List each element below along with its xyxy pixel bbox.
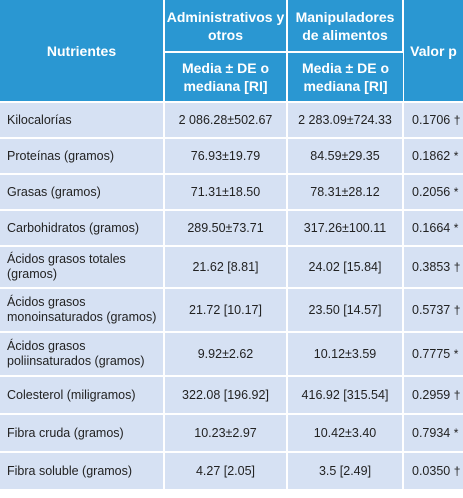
row-nutrient-name: Ácidos grasos poliinsaturados (gramos) (0, 332, 165, 377)
row-value-administrativos: 2 086.28±502.67 (164, 102, 288, 139)
row-value-manipuladores: 78.31±28.12 (287, 174, 404, 211)
header-group-manipuladores: Manipuladores de alimentos (287, 0, 404, 53)
row-p-value-cell: 0.2959 † (403, 376, 463, 415)
table-row: Kilocalorías 2 086.28±502.67 2 283.09±72… (0, 102, 463, 139)
table-row: Carbohidratos (gramos) 289.50±73.71 317.… (0, 210, 463, 247)
row-p-value: 0.3853 (412, 259, 451, 274)
row-value-manipuladores: 10.12±3.59 (287, 332, 404, 377)
row-p-value: 0.2959 (412, 387, 451, 402)
row-nutrient-name: Ácidos grasos totales (gramos) (0, 246, 165, 289)
row-p-value-cell: 0.5737 † (403, 288, 463, 333)
row-p-value: 0.5737 (412, 302, 451, 317)
row-value-administrativos: 4.27 [2.05] (164, 452, 288, 491)
row-value-administrativos: 21.72 [10.17] (164, 288, 288, 333)
row-nutrient-name: Ácidos grasos monoinsaturados (gramos) (0, 288, 165, 333)
table-row: Ácidos grasos totales (gramos) 21.62 [8.… (0, 246, 463, 289)
row-value-manipuladores: 24.02 [15.84] (287, 246, 404, 289)
row-p-mark: † (453, 302, 461, 317)
row-value-administrativos: 9.92±2.62 (164, 332, 288, 377)
row-p-value-cell: 0.7934 * (403, 414, 463, 453)
row-p-mark: * (453, 220, 459, 235)
row-value-administrativos: 289.50±73.71 (164, 210, 288, 247)
row-value-administrativos: 76.93±19.79 (164, 138, 288, 175)
row-p-value-cell: 0.1862 * (403, 138, 463, 175)
header-stat-administrativos: Media ± DE o mediana [RI] (164, 52, 288, 103)
row-p-value-cell: 0.1664 * (403, 210, 463, 247)
row-nutrient-name: Fibra soluble (gramos) (0, 452, 165, 491)
row-value-manipuladores: 317.26±100.11 (287, 210, 404, 247)
row-p-value-cell: 0.1706 † (403, 102, 463, 139)
row-p-mark: * (453, 425, 459, 440)
row-p-mark: † (453, 259, 461, 274)
row-p-value-cell: 0.0350 † (403, 452, 463, 491)
header-p-value: Valor p (403, 0, 463, 103)
row-p-value-cell: 0.2056 * (403, 174, 463, 211)
row-p-mark: † (453, 463, 461, 478)
table-row: Grasas (gramos) 71.31±18.50 78.31±28.12 … (0, 174, 463, 211)
row-value-manipuladores: 2 283.09±724.33 (287, 102, 404, 139)
row-p-mark: * (453, 148, 459, 163)
row-nutrient-name: Colesterol (miligramos) (0, 376, 165, 415)
header-group-administrativos: Administrativos y otros (164, 0, 288, 53)
row-nutrient-name: Fibra cruda (gramos) (0, 414, 165, 453)
row-value-manipuladores: 3.5 [2.49] (287, 452, 404, 491)
row-p-value-cell: 0.7775 * (403, 332, 463, 377)
row-value-manipuladores: 10.42±3.40 (287, 414, 404, 453)
row-p-value: 0.7934 (412, 425, 451, 440)
row-value-administrativos: 71.31±18.50 (164, 174, 288, 211)
header-nutrients: Nutrientes (0, 0, 165, 103)
row-nutrient-name: Proteínas (gramos) (0, 138, 165, 175)
row-value-manipuladores: 416.92 [315.54] (287, 376, 404, 415)
header-stat-manipuladores: Media ± DE o mediana [RI] (287, 52, 403, 103)
row-nutrient-name: Grasas (gramos) (0, 174, 165, 211)
row-p-value-cell: 0.3853 † (403, 246, 463, 289)
table-row: Ácidos grasos monoinsaturados (gramos) 2… (0, 288, 463, 333)
row-p-value: 0.2056 (412, 184, 451, 199)
row-p-mark: † (453, 387, 461, 402)
row-p-value: 0.0350 (412, 463, 451, 478)
row-value-manipuladores: 23.50 [14.57] (287, 288, 404, 333)
table-row: Proteínas (gramos) 76.93±19.79 84.59±29.… (0, 138, 463, 175)
row-value-manipuladores: 84.59±29.35 (287, 138, 404, 175)
row-p-value: 0.1664 (412, 220, 451, 235)
row-value-administrativos: 322.08 [196.92] (164, 376, 288, 415)
table-row: Colesterol (miligramos) 322.08 [196.92] … (0, 376, 463, 415)
row-p-mark: * (453, 346, 459, 361)
table-row: Fibra cruda (gramos) 10.23±2.97 10.42±3.… (0, 414, 463, 453)
row-value-administrativos: 10.23±2.97 (164, 414, 288, 453)
row-p-value: 0.7775 (412, 346, 451, 361)
table-row: Fibra soluble (gramos) 4.27 [2.05] 3.5 [… (0, 452, 463, 491)
table-row: Ácidos grasos poliinsaturados (gramos) 9… (0, 332, 463, 377)
row-p-value: 0.1706 (412, 112, 451, 127)
row-value-administrativos: 21.62 [8.81] (164, 246, 288, 289)
row-nutrient-name: Carbohidratos (gramos) (0, 210, 165, 247)
row-p-value: 0.1862 (412, 148, 451, 163)
row-p-mark: † (453, 112, 461, 127)
row-p-mark: * (453, 184, 459, 199)
row-nutrient-name: Kilocalorías (0, 102, 165, 139)
